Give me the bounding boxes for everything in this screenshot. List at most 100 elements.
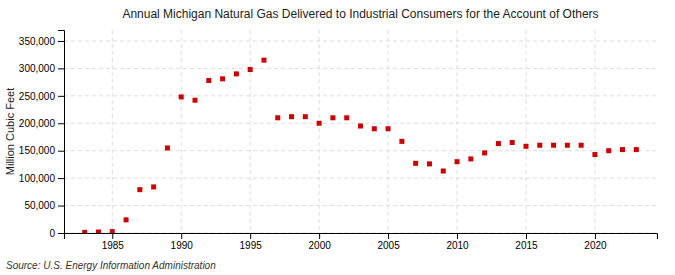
point <box>579 143 584 148</box>
y-tick-label: 50,000 <box>24 200 55 211</box>
point <box>220 76 225 81</box>
grid-line-y <box>64 150 657 151</box>
y-tick-mark <box>58 233 64 234</box>
y-tick: 250,000 <box>19 91 64 102</box>
point <box>399 139 404 144</box>
x-axis: 1985 1990 1995 2000 2005 2010 2015 2020 <box>65 233 658 251</box>
x-tick-mark <box>112 233 113 239</box>
y-tick-label: 300,000 <box>19 63 56 74</box>
y-axis-line <box>58 31 65 234</box>
point <box>523 144 528 149</box>
y-tick-mark <box>58 41 64 42</box>
point <box>565 143 570 148</box>
x-tick-label: 2010 <box>446 240 469 251</box>
x-tick: 2020 <box>584 233 607 251</box>
point <box>468 156 473 161</box>
point <box>510 140 515 145</box>
x-tick: 2015 <box>515 233 538 251</box>
x-tick-mark <box>526 233 527 239</box>
x-axis-line <box>65 234 658 240</box>
point <box>165 145 170 150</box>
y-tick-mark <box>58 123 64 124</box>
grid-line-x <box>112 30 113 233</box>
x-tick-label: 2015 <box>515 240 538 251</box>
x-tick-mark <box>181 233 182 239</box>
point <box>496 141 501 146</box>
grid-line-y <box>64 40 657 41</box>
y-tick: 150,000 <box>19 145 64 156</box>
grid-line-x <box>457 30 458 233</box>
y-tick: 200,000 <box>19 118 64 129</box>
grid-line-y <box>64 95 657 96</box>
point <box>275 115 280 120</box>
chart: 1985 1990 1995 2000 2005 2010 2015 2020 0 50,000 1… <box>0 0 675 275</box>
grid <box>64 30 657 233</box>
point <box>344 115 349 120</box>
y-tick-label: 200,000 <box>19 118 56 129</box>
y-tick: 0 <box>49 228 64 239</box>
point <box>124 217 129 222</box>
point <box>96 230 101 233</box>
y-tick-mark <box>58 206 64 207</box>
y-tick-mark <box>58 96 64 97</box>
x-tick-label: 1985 <box>102 240 125 251</box>
x-tick-label: 2005 <box>377 240 400 251</box>
point <box>606 148 611 153</box>
point <box>317 121 322 126</box>
point <box>261 58 266 63</box>
point <box>482 150 487 155</box>
point <box>110 229 115 233</box>
y-tick: 100,000 <box>19 173 64 184</box>
y-tick-label: 150,000 <box>19 145 56 156</box>
point <box>592 152 597 157</box>
grid-line-x <box>250 30 251 233</box>
y-tick: 300,000 <box>19 63 64 74</box>
x-tick-mark <box>388 233 389 239</box>
grid-line-y <box>64 205 657 206</box>
point <box>193 98 198 103</box>
grid-line-x <box>388 30 389 233</box>
plot: 1985 1990 1995 2000 2005 2010 2015 2020 0 50,000 1… <box>19 30 658 251</box>
x-tick-label: 2000 <box>309 240 332 251</box>
point <box>427 161 432 166</box>
points <box>82 58 639 233</box>
y-tick-label: 100,000 <box>19 173 56 184</box>
x-tick-mark <box>250 233 251 239</box>
y-tick-mark <box>58 151 64 152</box>
grid-line-y <box>64 178 657 179</box>
y-tick-mark <box>58 178 64 179</box>
point <box>248 67 253 72</box>
y-axis-label: Million Cubic Feet <box>4 88 16 175</box>
point <box>137 187 142 192</box>
y-tick: 50,000 <box>24 200 64 211</box>
point <box>455 159 460 164</box>
point <box>413 161 418 166</box>
x-tick: 1995 <box>240 233 263 251</box>
point <box>82 230 87 233</box>
point <box>634 147 639 152</box>
point <box>330 115 335 120</box>
point <box>551 143 556 148</box>
y-tick-label: 250,000 <box>19 91 56 102</box>
y-tick-label: 0 <box>49 228 55 239</box>
x-tick-mark <box>457 233 458 239</box>
grid-line-y <box>64 68 657 69</box>
point <box>206 78 211 83</box>
point <box>234 71 239 76</box>
point <box>620 147 625 152</box>
y-axis: 0 50,000 100,000 150,000 200,000 250,000 300,0… <box>19 31 65 239</box>
x-tick: 1990 <box>171 233 194 251</box>
source: Source: U.S. Energy Information Administ… <box>6 260 216 271</box>
title: Annual Michigan Natural Gas Delivered to… <box>122 7 598 21</box>
y-tick-mark <box>58 68 64 69</box>
point <box>441 169 446 174</box>
point <box>372 126 377 131</box>
x-tick-label: 1990 <box>171 240 194 251</box>
y-tick-label: 350,000 <box>19 36 56 47</box>
x-tick: 2010 <box>446 233 469 251</box>
point <box>386 126 391 131</box>
grid-line-x <box>594 30 595 233</box>
grid-line-x <box>181 30 182 233</box>
point <box>537 143 542 148</box>
point <box>151 184 156 189</box>
